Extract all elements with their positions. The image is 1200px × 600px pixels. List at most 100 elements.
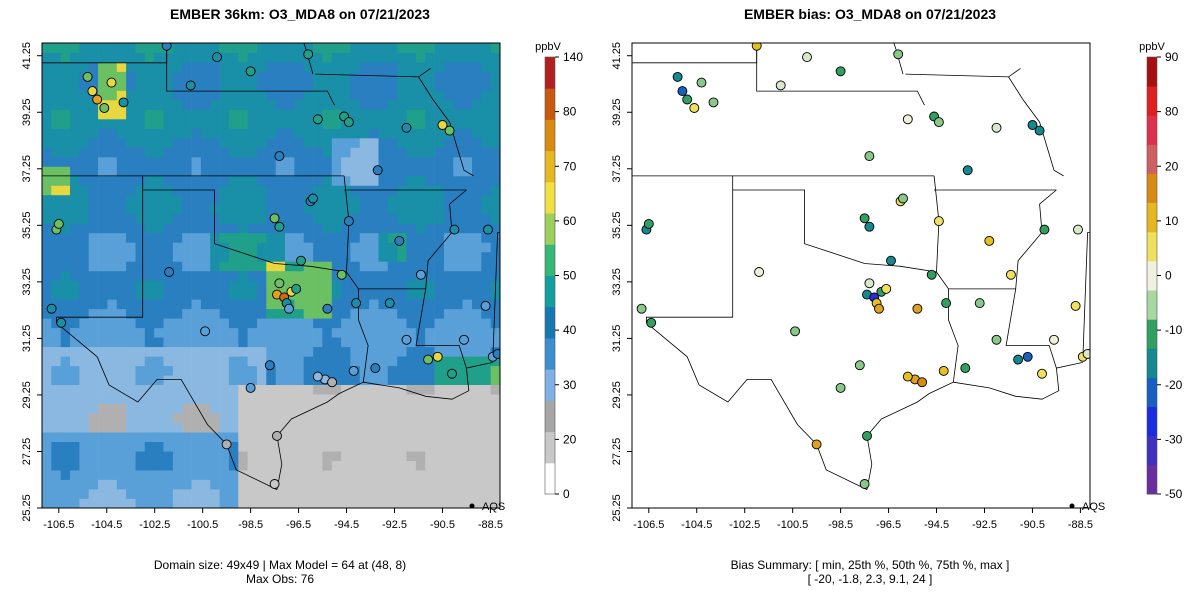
y-tick-label: 25.25: [611, 494, 623, 522]
x-tick-label: -88.5: [478, 519, 503, 531]
x-tick-label: -104.5: [91, 519, 122, 531]
obs-site-marker: [336, 269, 347, 280]
colorbar-segment: [545, 306, 555, 339]
x-tick-label: -94.5: [924, 519, 949, 531]
plot-frame: [41, 42, 501, 509]
boundary-line: [893, 43, 904, 75]
obs-site-marker: [372, 165, 383, 176]
boundary-line: [866, 362, 1083, 490]
obs-site-marker: [401, 334, 412, 345]
bias-site-marker: [835, 382, 846, 393]
bias-site-marker: [677, 86, 688, 97]
obs-markers: [46, 43, 500, 489]
colorbar-segment: [1147, 57, 1157, 87]
obs-site-marker: [308, 193, 318, 204]
obs-site-marker: [483, 224, 493, 235]
colorbar-segment: [1147, 319, 1157, 349]
colorbar-segment: [545, 150, 555, 183]
colorbar-segment: [1147, 260, 1157, 291]
state-boundaries: [42, 43, 500, 490]
colorbar-tick-label: 80: [1165, 105, 1179, 119]
bias-site-marker: [1082, 348, 1090, 359]
colorbar-tick-label: 20: [1165, 159, 1179, 173]
colorbar-tick-label: 90: [1165, 50, 1179, 64]
colorbar-tick-label: 40: [563, 323, 577, 337]
obs-site-marker: [303, 49, 314, 60]
obs-site-marker: [459, 334, 469, 345]
boundary-line: [1008, 76, 1064, 177]
obs-site-marker: [348, 365, 359, 376]
obs-site-marker: [53, 218, 64, 229]
bias-site-marker: [696, 77, 707, 88]
y-tick-label: 27.25: [21, 438, 33, 466]
boundary-line: [756, 48, 925, 106]
y-tick-label: 31.25: [611, 325, 623, 353]
colorbar-segment: [545, 369, 555, 401]
colorbar-tick-label: 20: [563, 432, 577, 446]
obs-site-marker: [296, 255, 306, 266]
obs-site-marker: [394, 235, 405, 246]
bias-site-marker: [984, 235, 995, 246]
colorbar-tick-label: -50: [1165, 487, 1183, 501]
bias-summary-header: Bias Summary: [ min, 25th %, 50th %, 75t…: [730, 558, 1010, 572]
left-footer: Domain size: 49x49 | Max Model = 64 at (…: [0, 558, 560, 586]
model-heatmap-grid: [42, 43, 501, 509]
obs-site-marker: [437, 120, 448, 130]
boundary-line: [646, 322, 868, 490]
bias-site-marker: [1013, 354, 1024, 365]
bias-site-marker: [864, 151, 875, 162]
bias-site-marker: [864, 221, 875, 232]
colorbar-tick-label: 0: [563, 487, 570, 501]
obs-site-marker: [264, 360, 275, 371]
obs-site-marker: [384, 298, 395, 309]
obs-site-marker: [274, 221, 285, 232]
bias-site-marker: [1073, 224, 1083, 235]
aqs-legend-label: AQS: [1082, 501, 1105, 513]
obs-site-marker: [92, 94, 103, 105]
y-tick-label: 35.25: [21, 212, 33, 240]
bias-site-marker: [751, 43, 762, 51]
x-tick-label: -92.5: [972, 519, 997, 531]
obs-site-marker: [56, 317, 67, 328]
y-tick-label: 37.25: [21, 155, 33, 183]
bias-site-marker: [917, 377, 928, 388]
bias-site-marker: [893, 49, 904, 60]
domain-summary: Domain size: 49x49 | Max Model = 64 at (…: [153, 558, 407, 572]
y-tick-label: 27.25: [611, 438, 623, 466]
aqs-legend-label: AQS: [482, 501, 505, 513]
obs-site-marker: [492, 348, 500, 359]
obs-site-marker: [274, 278, 285, 289]
obs-site-marker: [370, 363, 381, 374]
bias-site-marker: [1022, 351, 1033, 362]
y-tick-label: 39.25: [611, 98, 623, 126]
boundary-line: [1015, 189, 1057, 289]
y-axis-ticks: 25.25 27.25 29.25 31.25 33.25 35.25 37.25 39.25…: [611, 42, 632, 522]
obs-site-marker: [272, 430, 282, 441]
colorbar-segment: [1147, 231, 1157, 262]
aqs-legend-marker: [469, 503, 475, 509]
bias-site-marker: [708, 97, 719, 108]
x-axis-ticks: -106.5 -104.5 -102.5 -100.5 -98.5 -96.5 -94.5 -…: [633, 508, 1093, 531]
obs-site-marker: [185, 80, 196, 91]
colorbar-segment: [545, 400, 555, 433]
obs-site-marker: [444, 125, 455, 136]
x-tick-label: -90.5: [1020, 519, 1045, 531]
bias-site-marker: [962, 165, 973, 176]
obs-site-marker: [82, 71, 93, 82]
bias-site-marker: [854, 360, 865, 371]
boundary-line: [166, 48, 335, 106]
colorbar-segment: [545, 244, 555, 276]
y-tick-label: 31.25: [21, 325, 33, 353]
bias-site-marker: [643, 218, 654, 229]
y-tick-label: 35.25: [611, 212, 623, 240]
colorbar-segment: [545, 181, 555, 214]
bias-site-marker: [933, 117, 944, 128]
bias-site-marker: [933, 216, 944, 227]
obs-site-marker: [432, 351, 443, 362]
boundary-line: [42, 43, 168, 64]
colorbar-tick-label: 10: [1165, 214, 1179, 228]
bias-site-marker: [835, 66, 846, 77]
x-tick-label: -104.5: [681, 519, 712, 531]
bias-site-marker: [682, 94, 693, 105]
bias-site-marker: [912, 303, 923, 314]
